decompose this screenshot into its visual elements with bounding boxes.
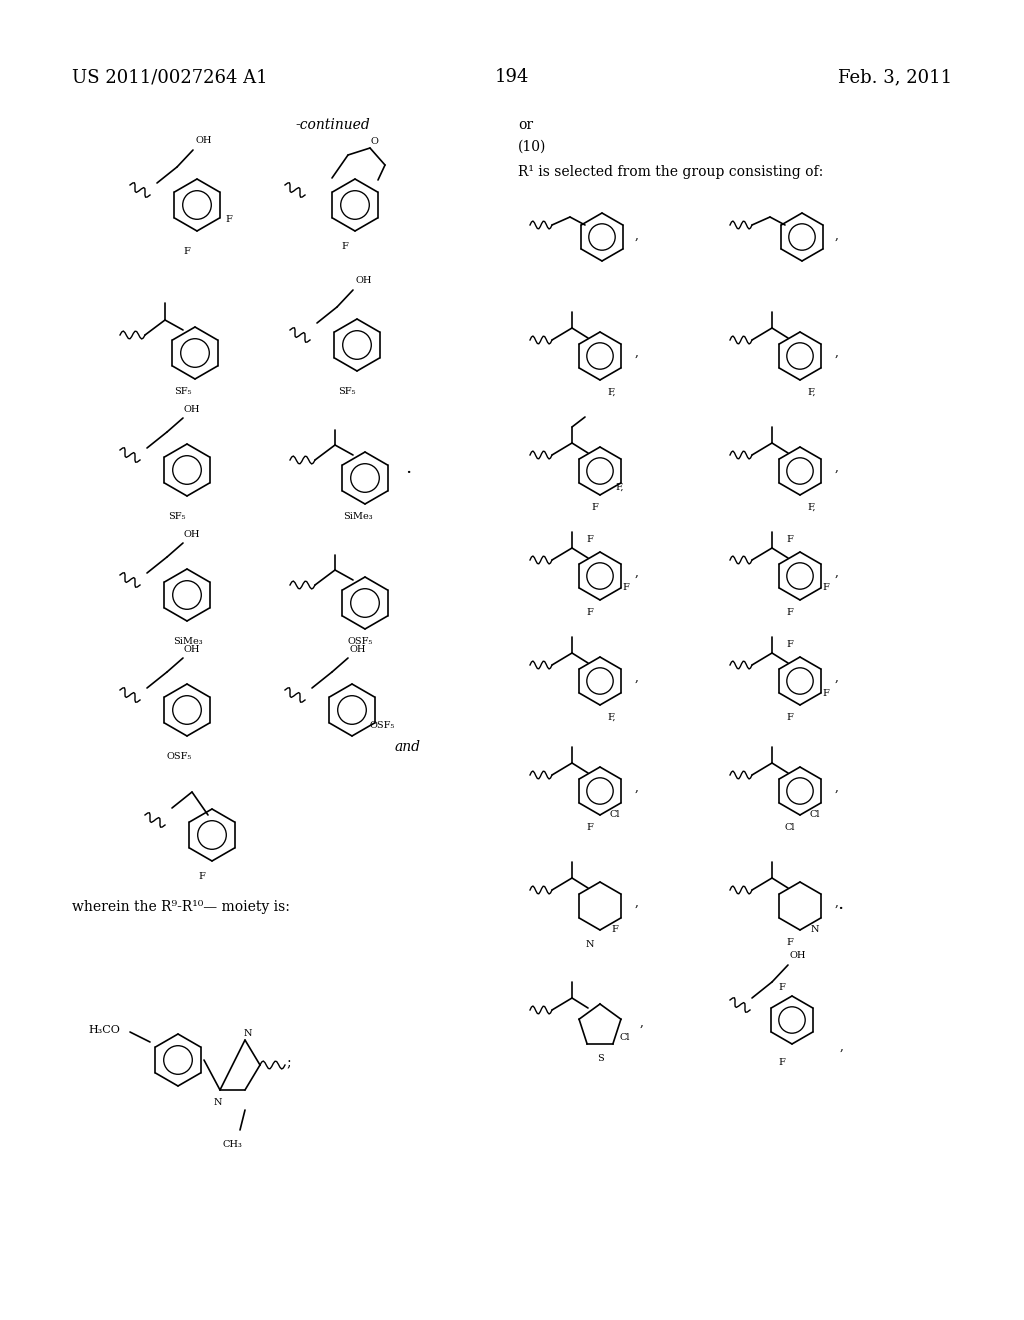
Text: N: N (586, 940, 594, 949)
Text: F: F (786, 939, 794, 946)
Text: ,: , (635, 565, 639, 578)
Text: F: F (183, 247, 190, 256)
Text: R¹ is selected from the group consisting of:: R¹ is selected from the group consisting… (518, 165, 823, 180)
Text: ,: , (840, 1040, 844, 1053)
Text: ,: , (835, 671, 839, 684)
Text: F: F (778, 983, 785, 993)
Text: N: N (244, 1030, 252, 1038)
Text: F: F (822, 583, 828, 593)
Text: -continued: -continued (295, 117, 370, 132)
Text: SF₅: SF₅ (338, 387, 355, 396)
Text: ,: , (635, 780, 639, 793)
Text: F,: F, (608, 713, 616, 722)
Text: ,: , (835, 346, 839, 359)
Text: F: F (786, 535, 794, 544)
Text: OH: OH (184, 531, 201, 539)
Text: OSF₅: OSF₅ (166, 752, 191, 762)
Text: OH: OH (790, 950, 807, 960)
Text: Cl: Cl (620, 1034, 631, 1043)
Text: O: O (370, 137, 378, 147)
Text: ,: , (835, 780, 839, 793)
Text: Feb. 3, 2011: Feb. 3, 2011 (838, 69, 952, 86)
Text: F: F (622, 583, 629, 593)
Text: OH: OH (184, 405, 201, 414)
Text: OH: OH (355, 276, 372, 285)
Text: ,: , (635, 346, 639, 359)
Text: F: F (786, 713, 794, 722)
Text: OH: OH (184, 645, 201, 653)
Text: ,: , (835, 895, 839, 908)
Text: SF₅: SF₅ (168, 512, 185, 521)
Text: OSF₅: OSF₅ (347, 638, 373, 645)
Text: N: N (811, 925, 819, 935)
Text: SiMe₃: SiMe₃ (173, 638, 203, 645)
Text: F,: F, (808, 388, 816, 397)
Text: Cl: Cl (810, 810, 820, 818)
Text: F: F (786, 640, 794, 649)
Text: F: F (587, 609, 594, 616)
Text: ,: , (635, 671, 639, 684)
Text: OH: OH (195, 136, 212, 145)
Text: H₃CO: H₃CO (88, 1026, 120, 1035)
Text: .: . (406, 459, 412, 477)
Text: Cl: Cl (609, 810, 621, 818)
Text: F,: F, (615, 483, 625, 492)
Text: ,: , (835, 565, 839, 578)
Text: Cl: Cl (784, 822, 796, 832)
Text: F,: F, (808, 503, 816, 512)
Text: ;: ; (286, 1056, 291, 1071)
Text: .: . (837, 895, 843, 913)
Text: F: F (822, 689, 828, 697)
Text: F: F (342, 242, 348, 251)
Text: F: F (199, 873, 206, 880)
Text: OH: OH (349, 645, 366, 653)
Text: F: F (778, 1059, 785, 1067)
Text: SiMe₃: SiMe₃ (343, 512, 373, 521)
Text: F: F (225, 215, 231, 224)
Text: ,: , (640, 1015, 644, 1028)
Text: ,: , (635, 228, 639, 242)
Text: F,: F, (608, 388, 616, 397)
Text: ,: , (835, 228, 839, 242)
Text: or: or (518, 117, 534, 132)
Text: US 2011/0027264 A1: US 2011/0027264 A1 (72, 69, 267, 86)
Text: wherein the R⁹-R¹⁰— moiety is:: wherein the R⁹-R¹⁰— moiety is: (72, 900, 290, 913)
Text: SF₅: SF₅ (174, 387, 191, 396)
Text: F: F (587, 822, 594, 832)
Text: S: S (597, 1053, 603, 1063)
Text: 194: 194 (495, 69, 529, 86)
Text: F: F (611, 925, 618, 935)
Text: OSF₅: OSF₅ (370, 721, 395, 730)
Text: CH₃: CH₃ (222, 1140, 242, 1148)
Text: F: F (786, 609, 794, 616)
Text: (10): (10) (518, 140, 547, 154)
Text: ,: , (635, 895, 639, 908)
Text: ,: , (835, 461, 839, 474)
Text: F: F (587, 535, 594, 544)
Text: F: F (592, 503, 598, 512)
Text: and: and (395, 741, 421, 754)
Text: N: N (214, 1098, 222, 1107)
